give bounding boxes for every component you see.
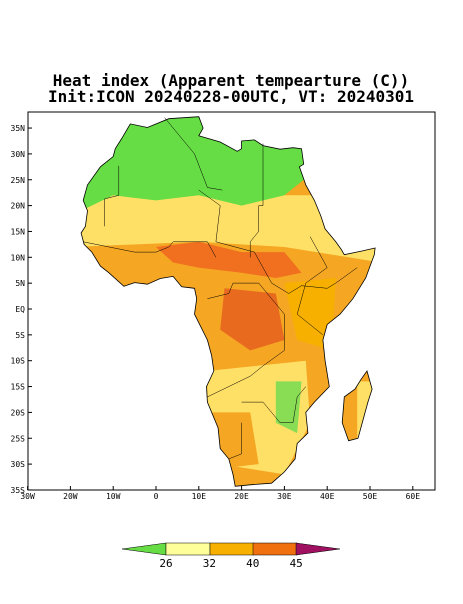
lon-tick-label: 50E	[363, 492, 378, 501]
lon-tick-label: 10W	[106, 492, 121, 501]
shade-orange-east	[284, 278, 336, 351]
colorbar-segment	[252, 542, 298, 556]
lat-tick-label: 10S	[11, 357, 26, 366]
shade-green-south	[275, 381, 302, 434]
border	[198, 189, 358, 294]
lat-tick-label: 5N	[15, 279, 25, 288]
border	[296, 236, 328, 336]
border	[207, 282, 285, 398]
lon-tick-label: 40E	[320, 492, 335, 501]
border	[83, 241, 217, 258]
lat-tick-label: 35N	[11, 124, 26, 133]
lat-tick-label: EQ	[15, 305, 25, 314]
coastline	[341, 370, 373, 442]
colorbar-segment	[165, 542, 211, 556]
shade-red-sahel	[156, 241, 302, 278]
lat-tick-label: 20N	[11, 202, 26, 211]
coastline	[80, 116, 376, 487]
lat-tick-label: 15S	[11, 383, 26, 392]
lat-tick-label: 25N	[11, 176, 26, 185]
lat-tick-label: 30S	[11, 460, 26, 469]
colorbar-label: 32	[203, 557, 216, 570]
lat-tick-label: 20S	[11, 408, 26, 417]
border	[249, 143, 264, 258]
lon-tick-label: 10E	[192, 492, 207, 501]
lat-tick-label: 25S	[11, 434, 26, 443]
map-subtitle: Init:ICON 20240228-00UTC, VT: 20240301	[48, 87, 414, 106]
colorbar-segment	[209, 542, 255, 556]
lat-tick-label: 5S	[15, 331, 25, 340]
lat-tick-label: 35S	[11, 486, 26, 495]
lon-tick-label: 30E	[277, 492, 292, 501]
colorbar-label: 26	[159, 557, 172, 570]
lon-tick-label: 0	[154, 492, 159, 501]
lat-tick-label: 10N	[11, 253, 26, 262]
lat-tick-label: 30N	[11, 150, 26, 159]
lon-tick-label: 60E	[406, 492, 421, 501]
colorbar-label: 40	[246, 557, 259, 570]
shade-red-congo	[220, 288, 285, 351]
lon-tick-label: 20W	[63, 492, 78, 501]
lon-tick-label: 20E	[234, 492, 249, 501]
colorbar: 26 32 40 45	[121, 542, 341, 570]
colorbar-label: 45	[290, 557, 303, 570]
border	[164, 117, 223, 191]
colorbar-segment	[295, 542, 341, 556]
border	[104, 165, 120, 227]
map-title: Heat index (Apparent tempearture (C))	[53, 71, 409, 90]
colorbar-segment	[121, 542, 167, 556]
lon-tick-label: 30W	[20, 492, 35, 501]
border	[228, 422, 242, 460]
lat-tick-label: 15N	[11, 227, 26, 236]
border	[241, 386, 306, 423]
